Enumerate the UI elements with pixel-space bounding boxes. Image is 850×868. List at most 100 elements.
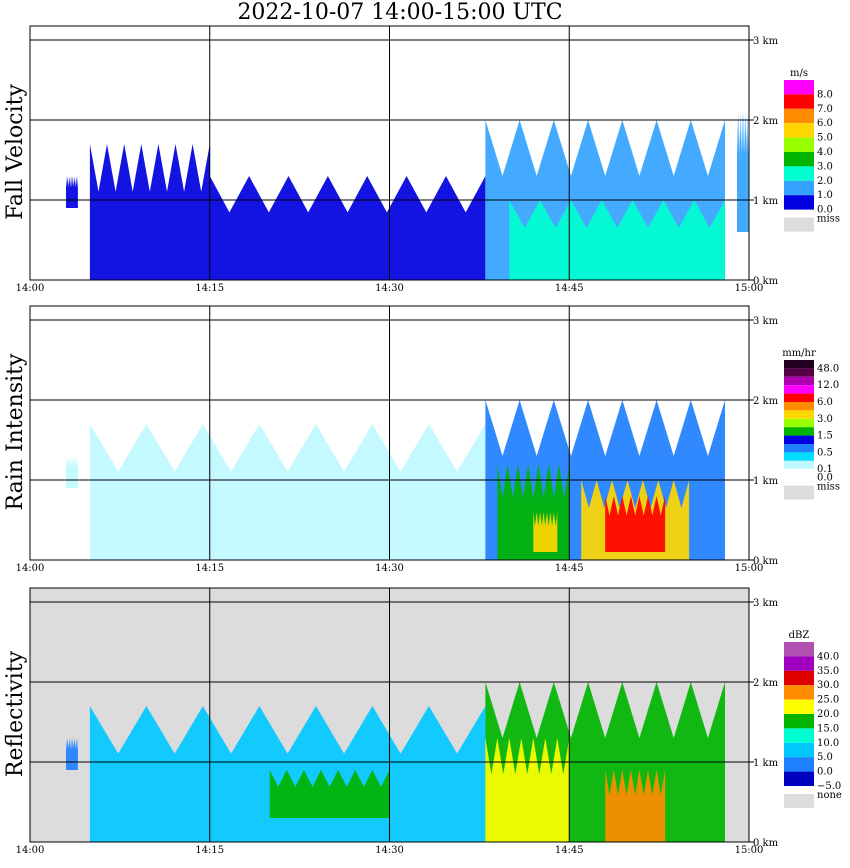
legend-label: 3.0 — [817, 414, 833, 425]
legend-swatch — [784, 656, 814, 671]
legend-swatch — [784, 360, 814, 369]
legend-unit: mm/hr — [782, 348, 816, 359]
legend-swatch — [784, 452, 814, 461]
legend-swatch — [784, 485, 814, 500]
legend-swatch — [784, 402, 814, 411]
y-tick-label: 0 km — [753, 556, 779, 567]
legend-swatch — [784, 217, 814, 232]
legend-label: 0.0 — [817, 205, 833, 216]
legend-swatch — [784, 699, 814, 714]
legend-label: 10.0 — [817, 738, 839, 749]
legend-swatch — [784, 418, 814, 428]
legend-swatch — [784, 180, 814, 196]
legend-label: miss — [817, 482, 840, 493]
legend-label: 0.0 — [817, 473, 833, 484]
legend-unit: m/s — [790, 68, 808, 79]
legend-swatch — [784, 108, 814, 124]
legend-swatch — [784, 427, 814, 436]
x-tick-label: 14:45 — [555, 283, 584, 294]
legend-label: 6.0 — [817, 118, 833, 129]
legend-swatch — [784, 642, 814, 657]
y-tick-label: 3 km — [753, 316, 779, 327]
echo-region — [66, 456, 78, 488]
y-tick-label: 0 km — [753, 838, 779, 849]
echo-region — [66, 176, 78, 208]
x-tick-label: 15:00 — [735, 563, 764, 574]
y-tick-label: 1 km — [753, 196, 779, 207]
legend-label: miss — [817, 214, 840, 225]
legend-label: 5.0 — [817, 133, 833, 144]
legend-swatch — [784, 385, 814, 394]
legend-swatch — [784, 80, 814, 95]
y-tick-label: 3 km — [753, 36, 779, 47]
legend-swatch — [784, 670, 814, 686]
y-tick-label: 0 km — [753, 276, 779, 287]
legend-label: 30.0 — [817, 680, 839, 691]
y-axis-label: Rain Intensity — [3, 353, 28, 510]
color-legend: dBZ 40.0 35.0 30.0 25.0 20.0 15.0 10.0 5.0 0.0 −5.… — [784, 630, 842, 808]
legend-label: 0.1 — [817, 464, 833, 475]
x-tick-label: 15:00 — [735, 845, 764, 856]
echo-region — [89, 424, 486, 560]
legend-swatch — [784, 393, 814, 402]
legend-swatch — [784, 685, 814, 700]
legend-swatch — [784, 410, 814, 419]
x-tick-label: 14:15 — [195, 563, 224, 574]
y-tick-label: 2 km — [753, 116, 779, 127]
x-tick-label: 14:00 — [16, 283, 45, 294]
legend-swatch — [784, 137, 814, 152]
x-tick-label: 14:30 — [375, 845, 404, 856]
legend-label: 20.0 — [817, 709, 839, 720]
echo-region — [269, 770, 390, 818]
legend-swatch — [784, 435, 814, 444]
reflectivity-panel: 0 km 1 km 2 km 3 km 14:00 14:15 14:30 14:45 15:0… — [3, 587, 842, 856]
legend-label: 35.0 — [817, 666, 839, 677]
legend-swatch — [784, 368, 814, 377]
x-tick-label: 14:00 — [16, 845, 45, 856]
legend-swatch — [784, 742, 814, 758]
x-tick-label: 14:00 — [16, 563, 45, 574]
legend-swatch — [784, 94, 814, 109]
y-tick-label: 1 km — [753, 476, 779, 487]
y-tick-label: 1 km — [753, 758, 779, 769]
echo-region — [509, 200, 725, 280]
x-tick-label: 14:15 — [195, 845, 224, 856]
x-tick-label: 14:45 — [555, 563, 584, 574]
legend-swatch — [784, 444, 814, 453]
legend-label: 8.0 — [817, 89, 833, 100]
legend-label: 25.0 — [817, 695, 839, 706]
legend-swatch — [784, 460, 814, 470]
legend-label: 0.0 — [817, 767, 833, 778]
legend-swatch — [784, 794, 814, 808]
legend-label: 48.0 — [817, 363, 839, 374]
x-tick-label: 14:45 — [555, 845, 584, 856]
legend-label: 2.0 — [817, 176, 833, 187]
legend-unit: dBZ — [789, 630, 810, 641]
echo-region — [605, 770, 666, 842]
legend-swatch — [784, 728, 814, 743]
legend-swatch — [784, 123, 814, 138]
legend-label: 7.0 — [817, 104, 833, 115]
legend-swatch — [784, 714, 814, 729]
x-tick-label: 15:00 — [735, 283, 764, 294]
echo-region — [737, 112, 749, 232]
x-tick-label: 14:30 — [375, 563, 404, 574]
rain-intensity-panel: 0 km 1 km 2 km 3 km 14:00 14:15 14:30 14:45 15:0… — [3, 305, 840, 574]
legend-label: 4.0 — [817, 147, 833, 158]
legend-label: none — [817, 790, 842, 801]
chart-title: 2022-10-07 14:00-15:00 UTC — [237, 0, 563, 25]
y-axis-label: Fall Velocity — [3, 84, 28, 220]
legend-label: 6.0 — [817, 397, 833, 408]
y-tick-label: 2 km — [753, 396, 779, 407]
echo-region — [533, 512, 558, 552]
y-tick-label: 2 km — [753, 678, 779, 689]
legend-swatch — [784, 166, 814, 181]
legend-label: 5.0 — [817, 752, 833, 763]
echo-region — [89, 144, 210, 280]
y-tick-label: 3 km — [753, 598, 779, 609]
legend-label: 3.0 — [817, 161, 833, 172]
y-axis-label: Reflectivity — [3, 650, 28, 777]
legend-swatch — [784, 771, 814, 786]
